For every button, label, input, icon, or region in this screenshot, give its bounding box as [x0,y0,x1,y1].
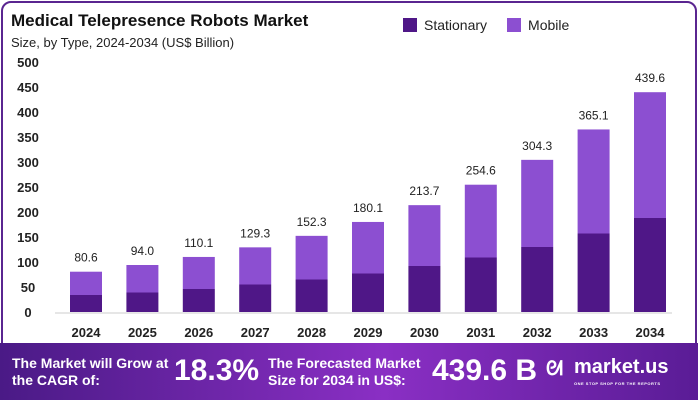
total-label-2026: 110.1 [184,236,213,250]
bar-mobile-2029 [352,221,384,274]
x-tick-label: 2031 [466,325,495,340]
total-label-2032: 304.3 [522,139,552,153]
x-tick-label: 2027 [241,325,270,340]
bar-stationary-2034 [634,218,666,312]
bar-chart: 0 50 100 150 200 250 300 350 400 450 500 80.6 2024 94… [17,55,672,340]
bar-stationary-2028 [295,279,328,312]
x-tick-label: 2030 [410,325,439,340]
total-label-2025: 94.0 [131,244,155,258]
bar-mobile-2027 [239,247,272,285]
bar-mobile-2031 [464,184,497,258]
legend-item-stationary: Stationary [403,17,487,33]
bar-stationary-2030 [408,266,441,312]
x-tick-label: 2033 [579,325,608,340]
bar-mobile-2032 [521,159,554,247]
total-label-2030: 213.7 [409,184,439,198]
bar-mobile-2034 [634,92,666,218]
legend: Stationary Mobile [403,17,569,33]
y-tick-label: 250 [17,180,39,195]
bar-mobile-2030 [408,205,441,266]
bar-stationary-2026 [182,289,215,312]
y-tick-label: 50 [21,280,35,295]
x-tick-label: 2034 [636,325,666,340]
x-tick-label: 2028 [297,325,326,340]
bar-mobile-2025 [126,265,159,293]
forecast-text: The Forecasted Market Size for 2034 in U… [268,355,421,388]
market-us-logo: market.us [574,356,669,378]
x-tick-label: 2029 [354,325,383,340]
legend-swatch [507,18,522,32]
total-label-2034: 439.6 [635,71,665,85]
summary-banner: The Market will Grow at the CAGR of: 18.… [0,343,698,400]
total-label-2024: 80.6 [74,251,98,265]
x-tick-label: 2026 [184,325,213,340]
legend-swatch [403,18,417,32]
legend-label: Mobile [528,17,570,33]
bar-stationary-2027 [239,284,272,312]
bar-stationary-2024 [70,295,102,312]
y-tick-label: 300 [17,155,39,170]
y-tick-label: 350 [17,130,39,145]
cagr-value: 18.3% [174,354,260,387]
bar-mobile-2033 [577,129,610,234]
y-tick-label: 200 [17,205,39,220]
total-label-2031: 254.6 [466,164,496,178]
bar-stationary-2029 [352,273,384,312]
x-tick-label: 2025 [128,325,157,340]
bar-mobile-2026 [182,256,215,289]
forecast-value: 439.6 B [432,354,538,387]
y-tick-label: 150 [17,230,39,245]
legend-label: Stationary [424,17,488,33]
bar-stationary-2031 [464,257,497,312]
total-label-2029: 180.1 [353,201,383,215]
chart-title: Medical Telepresence Robots Market [11,11,309,30]
y-tick-label: 450 [17,80,39,95]
market-us-logo-icon: ᘛ [546,358,564,380]
total-label-2027: 129.3 [240,226,270,240]
total-label-2033: 365.1 [579,108,609,122]
cagr-text: The Market will Grow at the CAGR of: [12,355,169,388]
x-tick-label: 2032 [523,325,552,340]
y-tick-label: 500 [17,55,39,70]
y-tick-label: 100 [17,255,39,270]
chart-subtitle: Size, by Type, 2024-2034 (US$ Billion) [11,35,235,50]
bar-mobile-2028 [295,235,328,280]
legend-item-mobile: Mobile [507,17,569,33]
total-label-2028: 152.3 [297,215,327,229]
y-tick-label: 400 [17,105,39,120]
bar-stationary-2025 [126,292,159,312]
bar-stationary-2033 [577,233,610,312]
bar-mobile-2024 [70,271,102,295]
y-tick-label: 0 [24,305,31,320]
logo-tagline: ONE STOP SHOP FOR THE REPORTS [574,381,661,386]
x-tick-label: 2024 [72,325,102,340]
bar-stationary-2032 [521,247,554,312]
